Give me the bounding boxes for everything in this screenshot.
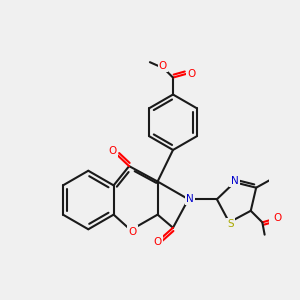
Text: N: N — [186, 194, 194, 204]
Text: O: O — [109, 146, 117, 157]
Text: O: O — [154, 237, 162, 247]
Text: O: O — [128, 226, 136, 237]
Text: O: O — [188, 69, 196, 79]
Text: O: O — [159, 61, 167, 71]
Text: O: O — [274, 214, 282, 224]
Text: N: N — [231, 176, 239, 186]
Text: S: S — [227, 219, 234, 229]
